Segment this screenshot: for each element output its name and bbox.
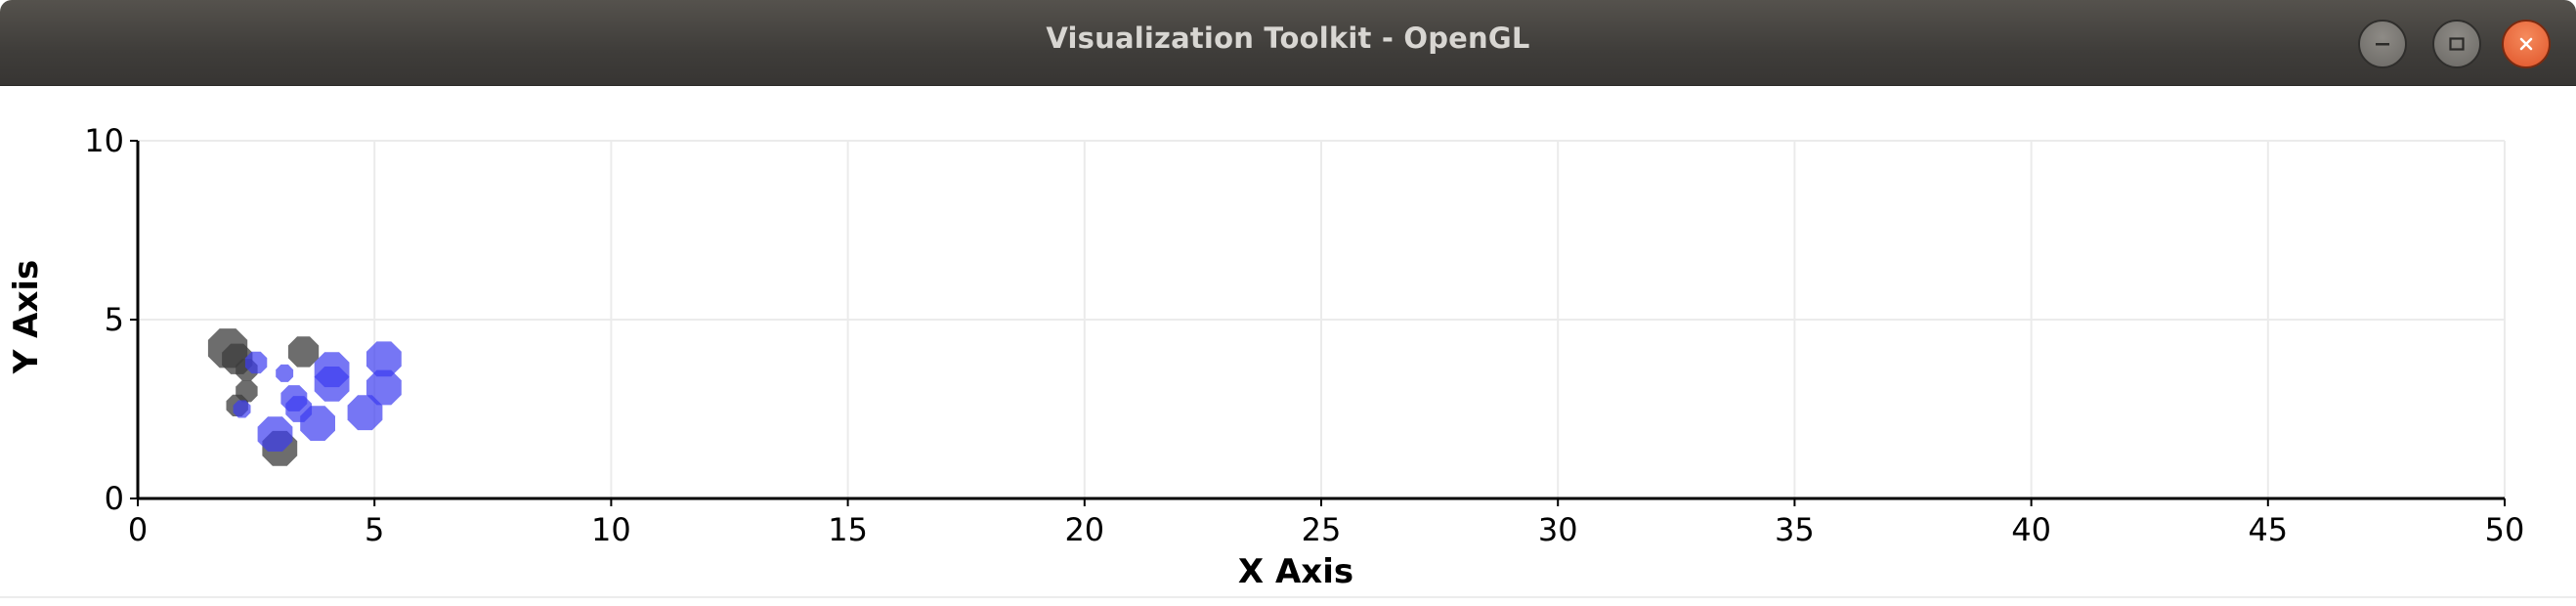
maximize-button[interactable] bbox=[2432, 20, 2481, 68]
y-tick-label: 10 bbox=[84, 122, 124, 159]
x-tick-label: 35 bbox=[1775, 511, 1815, 548]
plot-area[interactable]: 0 5 10 15 20 25 30 35 40 45 50 0 5 10 X Axis Y Axis bbox=[0, 86, 2576, 602]
y-axis-label: Y Axis bbox=[7, 260, 46, 375]
y-tick-label: 5 bbox=[105, 301, 124, 338]
gray-point bbox=[287, 336, 320, 368]
x-tick-label: 5 bbox=[365, 511, 384, 548]
x-tick-label: 25 bbox=[1302, 511, 1342, 548]
close-icon bbox=[2519, 37, 2533, 51]
x-tick-label: 50 bbox=[2485, 511, 2525, 548]
title-bar[interactable]: Visualization Toolkit - OpenGL bbox=[0, 0, 2576, 86]
axes: 0 5 10 15 20 25 30 35 40 45 50 0 5 10 bbox=[84, 122, 2524, 548]
blue-point bbox=[347, 395, 383, 431]
x-axis-label: X Axis bbox=[1238, 552, 1353, 591]
grid-lines bbox=[138, 140, 2506, 498]
blue-point bbox=[366, 341, 402, 377]
bottom-divider bbox=[0, 596, 2576, 598]
blue-point bbox=[233, 400, 251, 418]
blue-point bbox=[314, 367, 350, 402]
blue-point bbox=[257, 416, 293, 452]
data-points bbox=[207, 328, 402, 466]
blue-point bbox=[244, 351, 268, 374]
x-tick-label: 45 bbox=[2248, 511, 2288, 548]
window-title: Visualization Toolkit - OpenGL bbox=[1046, 22, 1530, 55]
blue-point bbox=[276, 364, 294, 382]
x-tick-label: 0 bbox=[128, 511, 148, 548]
close-button[interactable] bbox=[2502, 20, 2551, 68]
x-tick-label: 30 bbox=[1538, 511, 1578, 548]
minimize-button[interactable] bbox=[2358, 20, 2407, 68]
minimize-icon bbox=[2376, 43, 2389, 46]
x-tick-label: 20 bbox=[1064, 511, 1104, 548]
maximize-icon bbox=[2449, 37, 2465, 51]
blue-point bbox=[366, 369, 402, 406]
blue-point bbox=[300, 406, 335, 441]
scatter-chart[interactable]: 0 5 10 15 20 25 30 35 40 45 50 0 5 10 X Axis Y Axis bbox=[0, 86, 2576, 602]
y-tick-label: 0 bbox=[105, 480, 124, 517]
x-tick-label: 15 bbox=[828, 511, 868, 548]
x-tick-label: 40 bbox=[2011, 511, 2051, 548]
x-tick-label: 10 bbox=[591, 511, 631, 548]
